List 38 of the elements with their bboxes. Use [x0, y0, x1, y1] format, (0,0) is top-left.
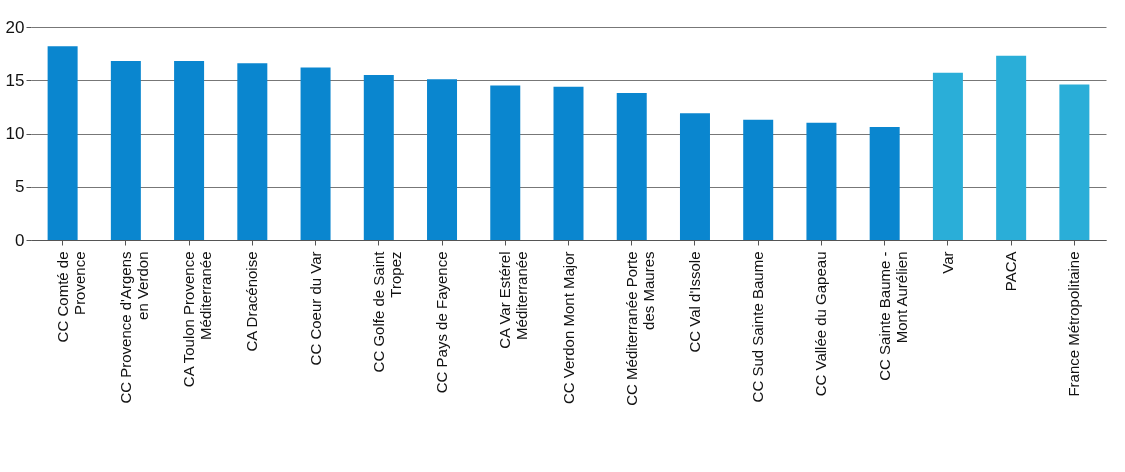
bar [679, 113, 710, 240]
bar [237, 63, 268, 240]
x-tick-label: CA Var Estérel Méditerranée [496, 251, 531, 349]
y-tick-label: 0 [15, 230, 25, 250]
x-tick-label: PACA [1002, 251, 1020, 292]
x-tick-label: CC Pays de Fayence [433, 251, 451, 394]
bar [1059, 84, 1090, 240]
bar [110, 61, 141, 240]
bar [427, 79, 458, 240]
x-tick-label: CC Sainte Baume - Mont Aurélien [875, 251, 910, 381]
x-tick-label: CC Val d'Issole [685, 251, 703, 353]
bar [743, 119, 774, 240]
x-tick-label: CA Dracénoise [243, 251, 261, 352]
bar [47, 46, 78, 240]
y-tick-label: 10 [5, 124, 25, 143]
bar [616, 93, 647, 240]
bar [174, 61, 205, 240]
y-tick-label: 20 [5, 17, 25, 37]
y-tick-label: 15 [5, 70, 25, 90]
bar [490, 85, 521, 240]
bar [869, 127, 900, 240]
bar [996, 55, 1027, 240]
bar [300, 67, 331, 240]
bar [932, 72, 963, 240]
x-tick-label: CC Verdon Mont Major [559, 251, 577, 405]
x-tick-label: Var [938, 251, 956, 274]
x-tick-label: CC Coeur du Var [306, 251, 324, 366]
bar [806, 122, 837, 240]
x-tick-label: CC Vallée du Gapeau [812, 251, 830, 397]
bar [553, 86, 584, 240]
x-tick-label: CC Comté de Provence [53, 251, 88, 343]
y-tick-label: 5 [15, 177, 25, 197]
x-tick-label: CC Sud Sainte Baume [749, 251, 767, 403]
x-tick-label: France Métropolitaine [1065, 251, 1083, 397]
x-tick-label: CC Méditerranée Porte des Maures [622, 251, 657, 406]
x-tick-label: CC Provence d'Argens en Verdon [116, 251, 151, 404]
bar [363, 74, 394, 240]
x-tick-label: CC Golfe de Saint Tropez [369, 250, 404, 373]
